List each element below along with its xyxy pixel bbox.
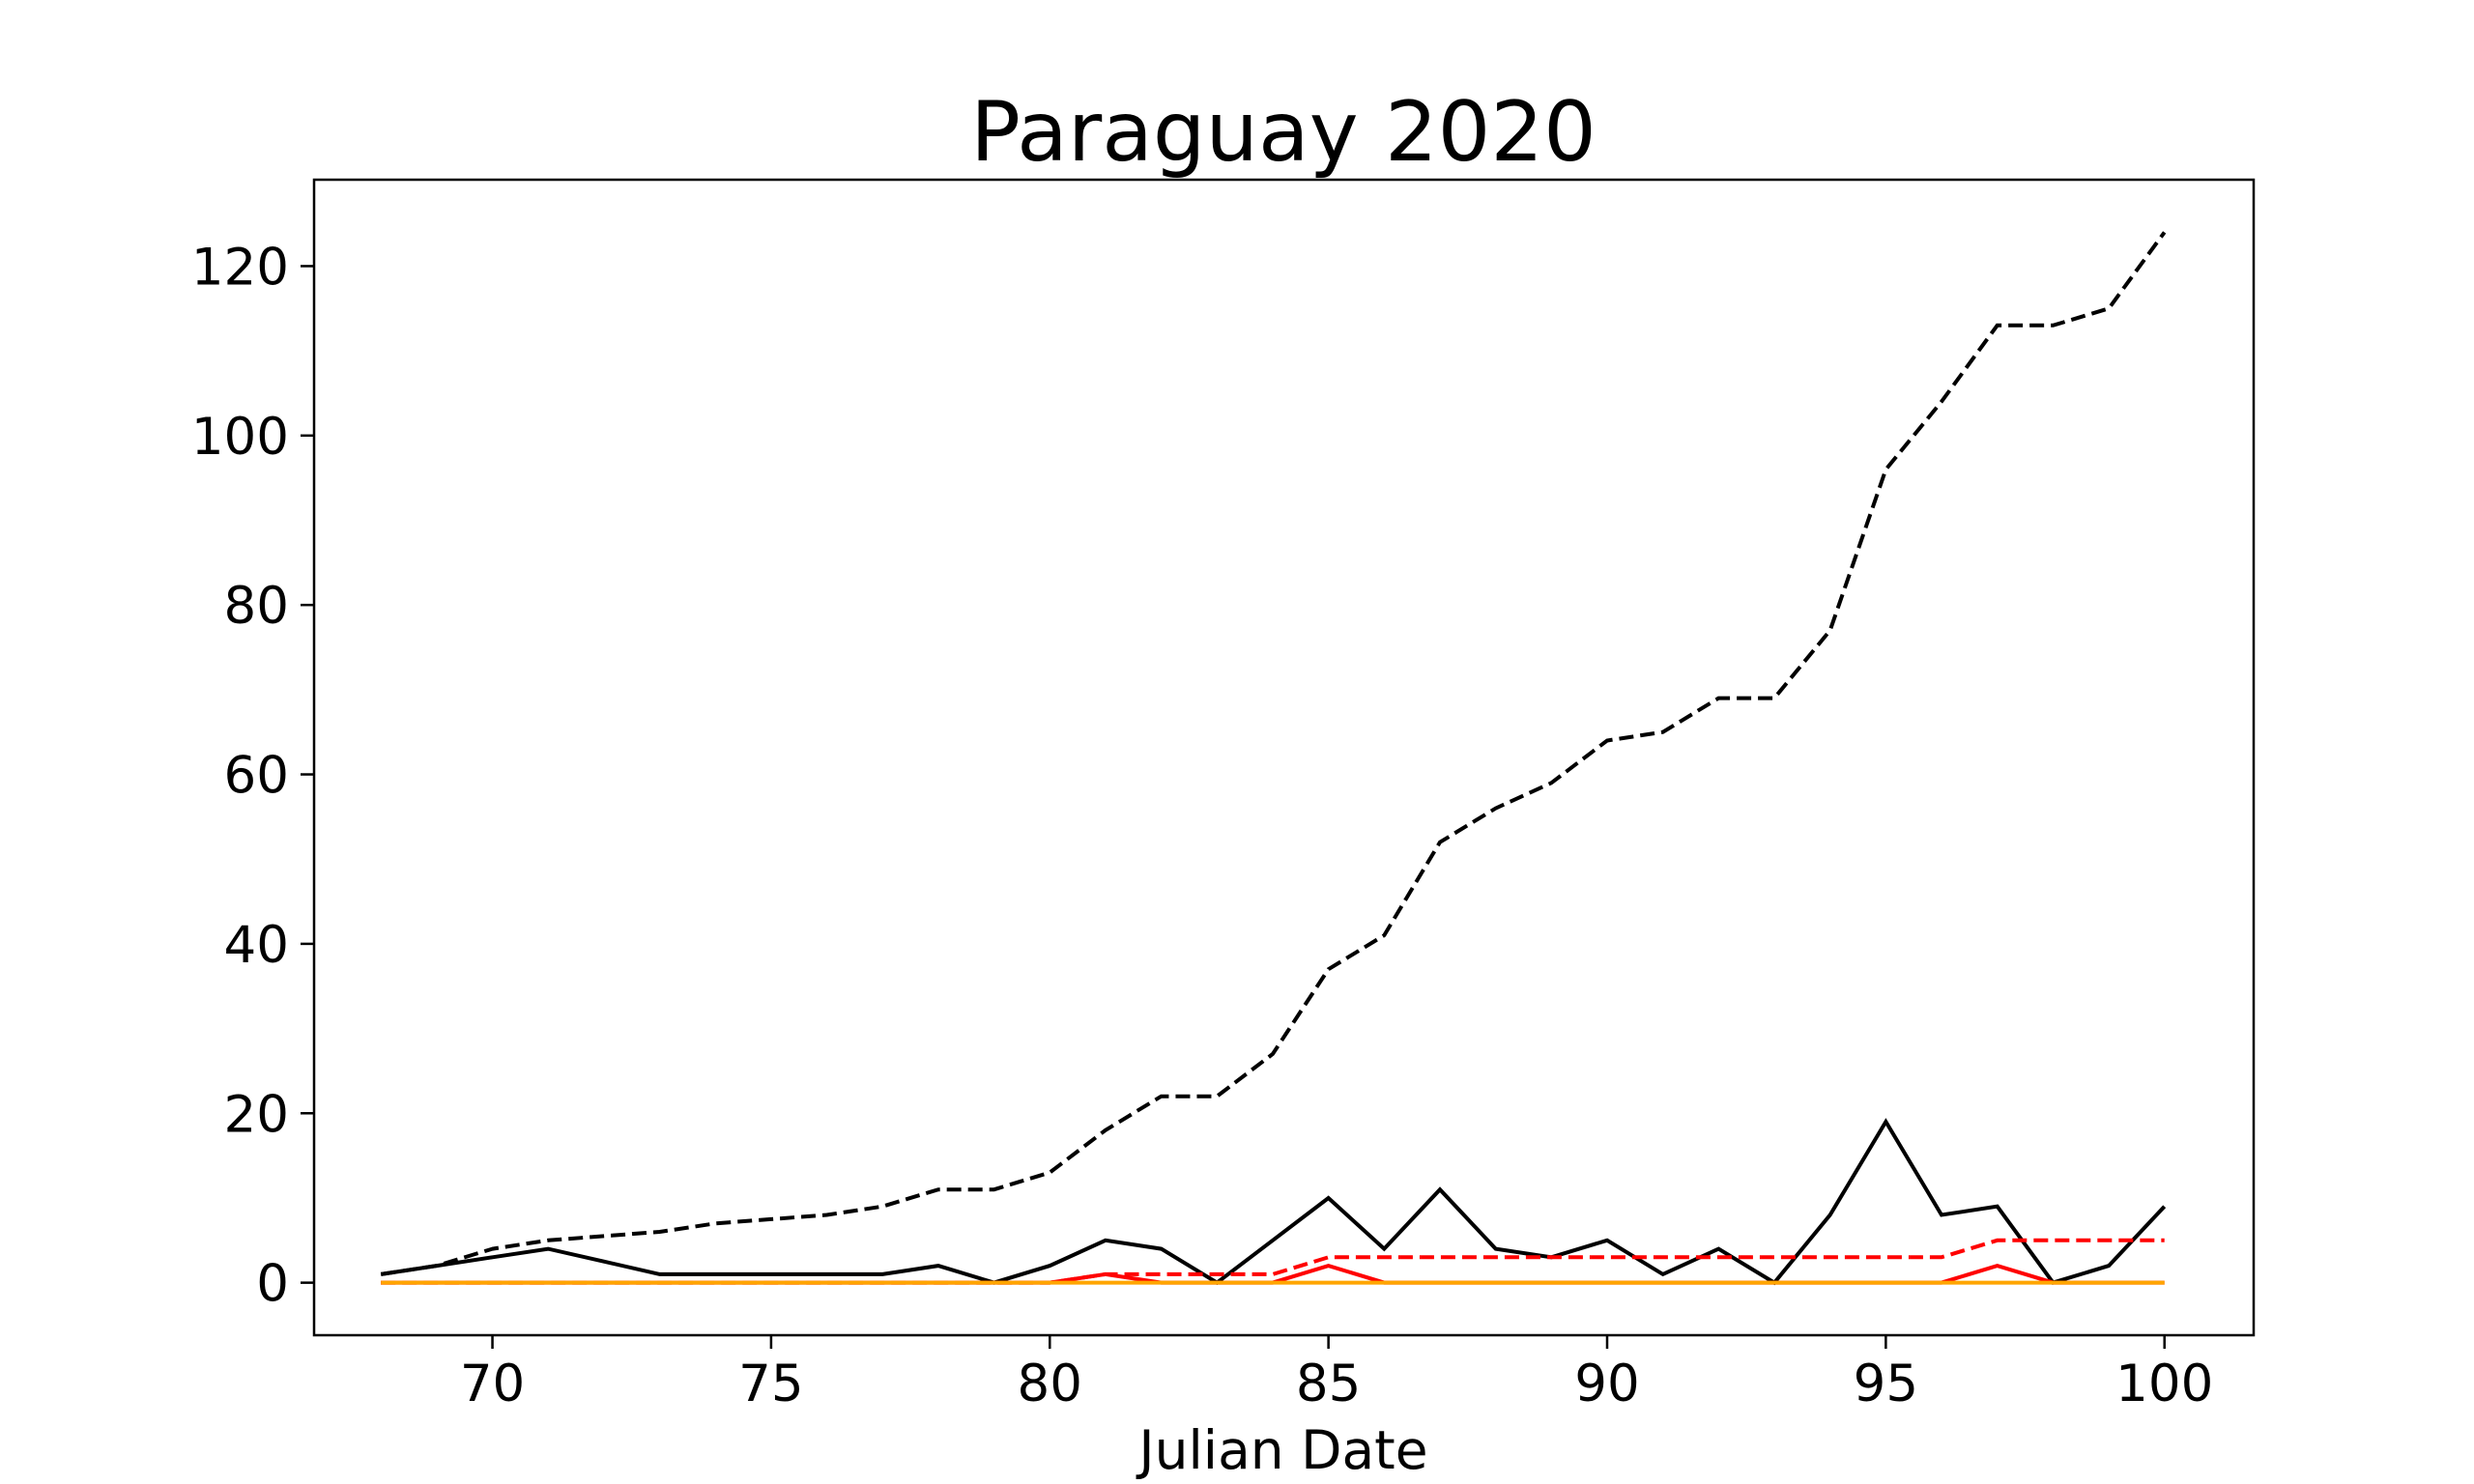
x-tick-label: 85 bbox=[1296, 1355, 1361, 1413]
x-tick-label: 80 bbox=[1018, 1355, 1082, 1413]
series-line-1 bbox=[380, 231, 2167, 1276]
x-tick-label: 75 bbox=[738, 1355, 803, 1413]
series-line-2 bbox=[380, 1118, 2167, 1286]
series-layer bbox=[380, 231, 2167, 1286]
y-axis: 0 20 40 60 80 100 120 bbox=[191, 238, 314, 1314]
x-axis: 70 75 80 85 90 95 100 bbox=[460, 1335, 2213, 1413]
y-tick-label: 40 bbox=[224, 916, 289, 975]
x-tick-label: 100 bbox=[2115, 1355, 2213, 1413]
plot-frame bbox=[312, 178, 2256, 1337]
y-tick-label: 100 bbox=[191, 408, 289, 467]
y-tick-label: 0 bbox=[256, 1255, 289, 1314]
x-tick-label: 70 bbox=[460, 1355, 525, 1413]
series-line-4 bbox=[381, 1264, 2165, 1285]
y-tick-label: 80 bbox=[224, 577, 289, 636]
y-tick-label: 20 bbox=[224, 1085, 289, 1144]
y-tick-label: 120 bbox=[191, 238, 289, 297]
x-axis-title: Julian Date bbox=[1136, 1419, 1427, 1481]
y-tick-label: 60 bbox=[224, 747, 289, 806]
chart-title: Paraguay 2020 bbox=[970, 84, 1597, 181]
series-line-3 bbox=[381, 1238, 2165, 1285]
x-tick-label: 95 bbox=[1854, 1355, 1918, 1413]
x-tick-label: 90 bbox=[1574, 1355, 1639, 1413]
